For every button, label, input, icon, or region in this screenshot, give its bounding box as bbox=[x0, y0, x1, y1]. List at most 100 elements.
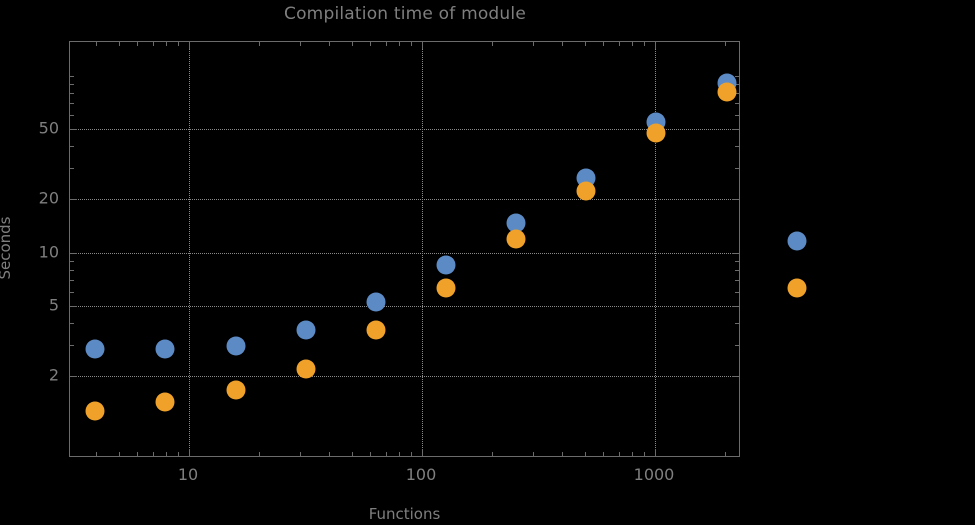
y-axis-minor-tick bbox=[70, 83, 74, 85]
y-axis-minor-tick-right bbox=[735, 269, 739, 271]
x-axis-minor-tick-top bbox=[618, 42, 620, 46]
y-axis-minor-tick bbox=[70, 269, 74, 271]
x-axis-minor-tick bbox=[137, 452, 139, 456]
x-axis-minor-tick-top bbox=[584, 42, 586, 46]
x-axis-minor-tick-top bbox=[329, 42, 331, 46]
y-gridline bbox=[70, 252, 739, 254]
y-axis-title: Seconds bbox=[0, 216, 14, 280]
y-axis-minor-tick-right bbox=[735, 83, 739, 85]
x-axis-minor-tick-top bbox=[385, 42, 387, 46]
y-axis-minor-tick-right bbox=[735, 92, 739, 94]
x-axis-minor-tick-top bbox=[632, 42, 634, 46]
y-axis-tick-right bbox=[732, 199, 739, 201]
y-axis-minor-tick bbox=[70, 291, 74, 293]
y-axis-tick-label: 10 bbox=[38, 242, 59, 261]
x-axis-minor-tick-top bbox=[137, 42, 139, 46]
x-axis-tick-label: 1000 bbox=[633, 465, 675, 484]
y-axis-tick-right bbox=[732, 129, 739, 130]
data-point-orange-series bbox=[296, 359, 316, 379]
y-axis-minor-tick-right bbox=[735, 146, 739, 148]
x-axis-minor-tick bbox=[603, 452, 605, 456]
data-point-blue-series bbox=[436, 255, 456, 275]
x-axis-minor-tick bbox=[166, 452, 168, 456]
y-axis-minor-tick bbox=[70, 168, 74, 170]
y-axis-minor-tick-right bbox=[735, 260, 739, 262]
x-axis-minor-tick-top bbox=[370, 42, 372, 46]
x-axis-minor-tick bbox=[96, 452, 98, 456]
y-axis-minor-tick-right bbox=[735, 115, 739, 116]
data-point-orange-series bbox=[226, 380, 246, 400]
x-axis-minor-tick bbox=[300, 452, 302, 456]
x-axis-minor-tick bbox=[411, 452, 413, 456]
data-point-orange-series bbox=[717, 82, 737, 102]
y-axis-minor-tick bbox=[70, 115, 74, 116]
x-axis-minor-tick bbox=[644, 452, 646, 456]
y-gridline bbox=[70, 376, 739, 377]
y-axis-minor-tick-right bbox=[735, 279, 739, 281]
x-axis-minor-tick-top bbox=[644, 42, 646, 46]
x-axis-minor-tick-top bbox=[533, 42, 535, 46]
data-point-blue-series bbox=[155, 339, 175, 359]
y-axis-minor-tick bbox=[70, 279, 74, 281]
x-axis-minor-tick bbox=[259, 452, 261, 456]
y-axis-tick bbox=[70, 129, 77, 130]
y-axis-minor-tick-right bbox=[735, 344, 739, 346]
y-axis-tick-label: 5 bbox=[48, 295, 59, 315]
x-axis-title: Functions bbox=[368, 505, 441, 523]
x-gridline bbox=[655, 42, 656, 456]
y-gridline bbox=[70, 129, 739, 130]
data-point-blue-series bbox=[226, 336, 246, 356]
y-axis-tick bbox=[70, 252, 77, 254]
x-axis-minor-tick bbox=[370, 452, 372, 456]
x-axis-tick bbox=[422, 449, 423, 456]
x-axis-tick-label: 10 bbox=[177, 465, 199, 484]
data-point-blue-series bbox=[296, 320, 316, 340]
x-axis-minor-tick-top bbox=[178, 42, 180, 46]
x-axis-tick-top bbox=[422, 42, 423, 49]
data-point-orange-series bbox=[787, 278, 807, 298]
y-axis-tick-right bbox=[732, 305, 739, 307]
y-axis-minor-tick-right bbox=[735, 322, 739, 324]
y-axis-minor-tick bbox=[70, 75, 74, 77]
y-axis-minor-tick-right bbox=[735, 291, 739, 293]
x-axis-minor-tick bbox=[725, 452, 727, 456]
x-axis-minor-tick-top bbox=[96, 42, 98, 46]
y-axis-tick bbox=[70, 376, 77, 377]
y-axis-tick-label: 50 bbox=[38, 118, 59, 138]
x-axis-minor-tick-top bbox=[492, 42, 494, 46]
x-axis-minor-tick-top bbox=[562, 42, 564, 46]
y-axis-minor-tick bbox=[70, 92, 74, 94]
y-axis-minor-tick bbox=[70, 103, 74, 105]
x-axis-minor-tick-top bbox=[118, 42, 120, 46]
x-axis-minor-tick bbox=[492, 452, 494, 456]
data-point-orange-series bbox=[366, 320, 386, 340]
x-axis-minor-tick bbox=[618, 452, 620, 456]
y-axis-tick-label: 20 bbox=[38, 188, 59, 208]
x-axis-minor-tick-top bbox=[152, 42, 154, 46]
x-axis-minor-tick bbox=[562, 452, 564, 456]
data-point-orange-series bbox=[85, 401, 105, 421]
x-axis-minor-tick bbox=[584, 452, 586, 456]
y-gridline bbox=[70, 199, 739, 201]
y-axis-tick bbox=[70, 199, 77, 201]
data-point-orange-series bbox=[436, 278, 456, 298]
plot-area bbox=[69, 41, 740, 457]
x-axis-minor-tick-top bbox=[603, 42, 605, 46]
x-axis-minor-tick bbox=[385, 452, 387, 456]
x-axis-minor-tick bbox=[118, 452, 120, 456]
x-axis-minor-tick-top bbox=[351, 42, 353, 46]
x-axis-tick bbox=[189, 449, 190, 456]
data-point-orange-series bbox=[576, 181, 596, 201]
x-axis-tick-top bbox=[189, 42, 190, 49]
x-axis-minor-tick bbox=[351, 452, 353, 456]
x-axis-minor-tick bbox=[152, 452, 154, 456]
y-axis-minor-tick-right bbox=[735, 103, 739, 105]
x-axis-tick-top bbox=[655, 42, 656, 49]
x-gridline bbox=[422, 42, 423, 456]
x-axis-minor-tick bbox=[178, 452, 180, 456]
x-axis-minor-tick-top bbox=[300, 42, 302, 46]
y-axis-minor-tick-right bbox=[735, 168, 739, 170]
x-axis-minor-tick bbox=[329, 452, 331, 456]
y-axis-minor-tick bbox=[70, 146, 74, 148]
